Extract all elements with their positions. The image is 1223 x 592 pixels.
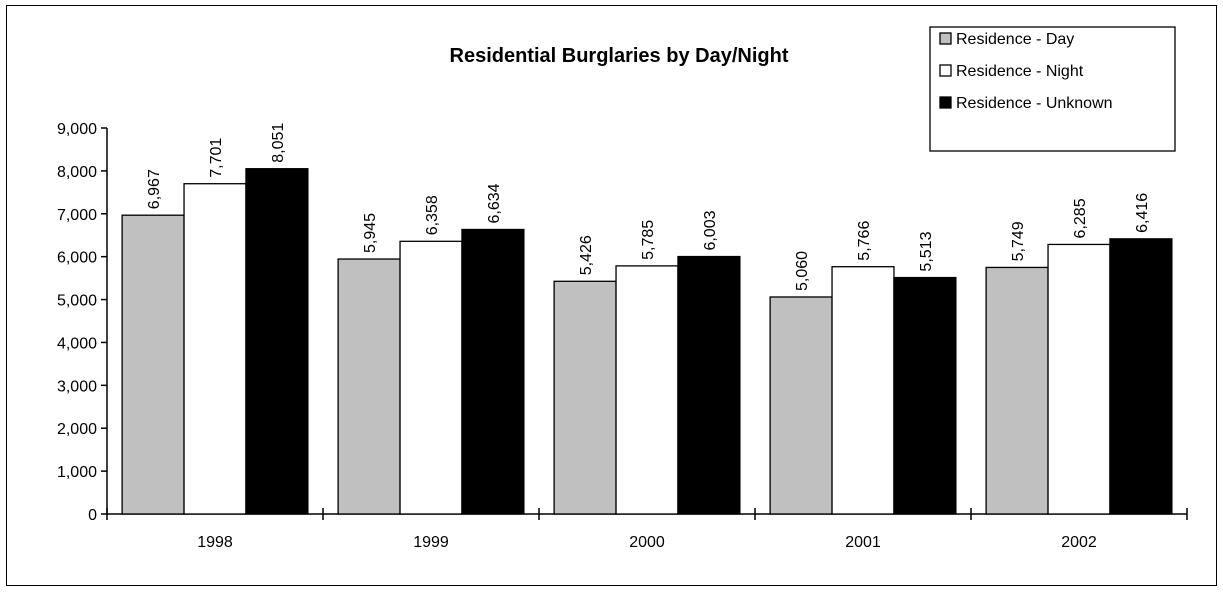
y-tick-label: 7,000 (57, 207, 97, 224)
data-label: 6,358 (424, 195, 441, 235)
bar (461, 228, 525, 515)
y-tick-label: 9,000 (57, 121, 97, 138)
y-tick-label: 2,000 (57, 421, 97, 438)
data-label: 7,701 (208, 138, 225, 178)
legend-swatch (939, 64, 952, 77)
legend: Residence - Day Residence - Night Residenc… (929, 26, 1176, 152)
legend-label: Residence - Day (956, 31, 1074, 48)
legend-label: Residence - Unknown (956, 95, 1113, 112)
y-tick-label: 0 (88, 507, 97, 524)
legend-label: Residence - Night (956, 63, 1084, 80)
bar (121, 214, 185, 515)
data-label: 5,426 (578, 235, 595, 275)
bar (1109, 238, 1173, 515)
data-label: 5,945 (362, 213, 379, 253)
data-labels: 6,967 7,701 8,051 5,945 6,358 6,634 5,426 5,785… (146, 123, 1151, 291)
chart-title: Residential Burglaries by Day/Night (450, 45, 789, 67)
bar (615, 265, 679, 515)
bar (553, 280, 617, 515)
legend-swatch (939, 32, 952, 45)
x-tick-label: 1998 (197, 534, 233, 551)
bar (1047, 243, 1111, 515)
y-tick-label: 5,000 (57, 293, 97, 310)
x-tick-label: 1999 (413, 534, 449, 551)
data-label: 6,003 (702, 210, 719, 250)
bar (399, 240, 463, 515)
data-label: 5,749 (1010, 221, 1027, 261)
data-label: 8,051 (270, 123, 287, 163)
data-label: 5,785 (640, 220, 657, 260)
bar (769, 296, 833, 515)
data-label: 5,766 (856, 221, 873, 261)
y-tick-label: 3,000 (57, 378, 97, 395)
bar (831, 266, 895, 515)
data-label: 6,416 (1134, 193, 1151, 233)
y-tick-label: 1,000 (57, 464, 97, 481)
bar (893, 276, 957, 515)
y-tick-label: 6,000 (57, 250, 97, 267)
y-tick-label: 8,000 (57, 164, 97, 181)
data-label: 5,060 (794, 251, 811, 291)
bar (337, 258, 401, 515)
data-label: 5,513 (918, 231, 935, 271)
x-tick-label: 2001 (845, 534, 881, 551)
legend-swatch (939, 96, 952, 109)
data-label: 6,285 (1072, 198, 1089, 238)
data-label: 6,967 (146, 169, 163, 209)
bars (121, 168, 1173, 515)
y-tick-label: 4,000 (57, 335, 97, 352)
x-tick-label: 2000 (629, 534, 665, 551)
x-tick-label: 2002 (1061, 534, 1097, 551)
bar (245, 168, 309, 515)
legend-box (929, 26, 1176, 152)
bar (183, 183, 247, 515)
bar (677, 255, 741, 515)
y-axis: 0 1,000 2,000 3,000 4,000 5,000 6,000 7,000 8,00… (57, 121, 108, 524)
bar (985, 266, 1049, 515)
data-label: 6,634 (486, 183, 503, 223)
